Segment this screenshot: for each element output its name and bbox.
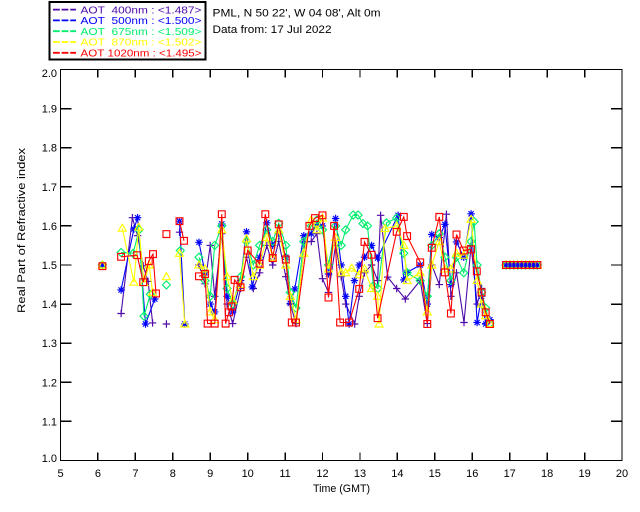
svg-text:AOT 500nm : <1.500>: AOT 500nm : <1.500> — [81, 15, 202, 27]
svg-text:Real Part of Refractive index: Real Part of Refractive index — [16, 147, 28, 313]
svg-text:20: 20 — [616, 468, 628, 480]
svg-text:Data from: 17 Jul 2022: Data from: 17 Jul 2022 — [213, 24, 332, 36]
svg-text:16: 16 — [466, 468, 478, 480]
svg-text:AOT 675nm : <1.509>: AOT 675nm : <1.509> — [81, 26, 202, 38]
svg-text:17: 17 — [504, 468, 516, 480]
svg-text:1.8: 1.8 — [42, 143, 57, 155]
svg-text:11: 11 — [279, 468, 290, 480]
svg-text:1.2: 1.2 — [42, 377, 57, 389]
svg-text:6: 6 — [95, 468, 101, 480]
svg-text:1.9: 1.9 — [42, 104, 57, 116]
svg-text:1.5: 1.5 — [42, 260, 57, 272]
svg-text:1.7: 1.7 — [42, 182, 57, 194]
svg-text:1.0: 1.0 — [42, 453, 57, 465]
svg-text:12: 12 — [316, 468, 328, 480]
svg-text:13: 13 — [354, 468, 366, 480]
svg-text:AOT 400nm : <1.487>: AOT 400nm : <1.487> — [81, 4, 202, 16]
svg-text:15: 15 — [429, 468, 441, 480]
svg-text:1.6: 1.6 — [42, 221, 57, 233]
svg-text:9: 9 — [207, 468, 213, 480]
svg-text:5: 5 — [57, 468, 63, 480]
svg-text:7: 7 — [132, 468, 138, 480]
svg-text:10: 10 — [242, 468, 254, 480]
svg-text:AOT 870nm : <1.502>: AOT 870nm : <1.502> — [81, 37, 202, 49]
svg-text:18: 18 — [541, 468, 553, 480]
svg-text:PML, N 50 22', W 04 08', Alt 0: PML, N 50 22', W 04 08', Alt 0m — [213, 8, 381, 20]
svg-text:1.3: 1.3 — [42, 338, 57, 350]
svg-text:1.1: 1.1 — [42, 416, 57, 428]
svg-text:14: 14 — [391, 468, 403, 480]
svg-text:2.0: 2.0 — [42, 68, 57, 80]
svg-text:19: 19 — [578, 468, 590, 480]
svg-text:8: 8 — [170, 468, 176, 480]
svg-text:1.4: 1.4 — [42, 299, 57, 311]
svg-text:AOT 1020nm : <1.495>: AOT 1020nm : <1.495> — [81, 48, 202, 60]
svg-text:Time (GMT): Time (GMT) — [313, 483, 370, 495]
